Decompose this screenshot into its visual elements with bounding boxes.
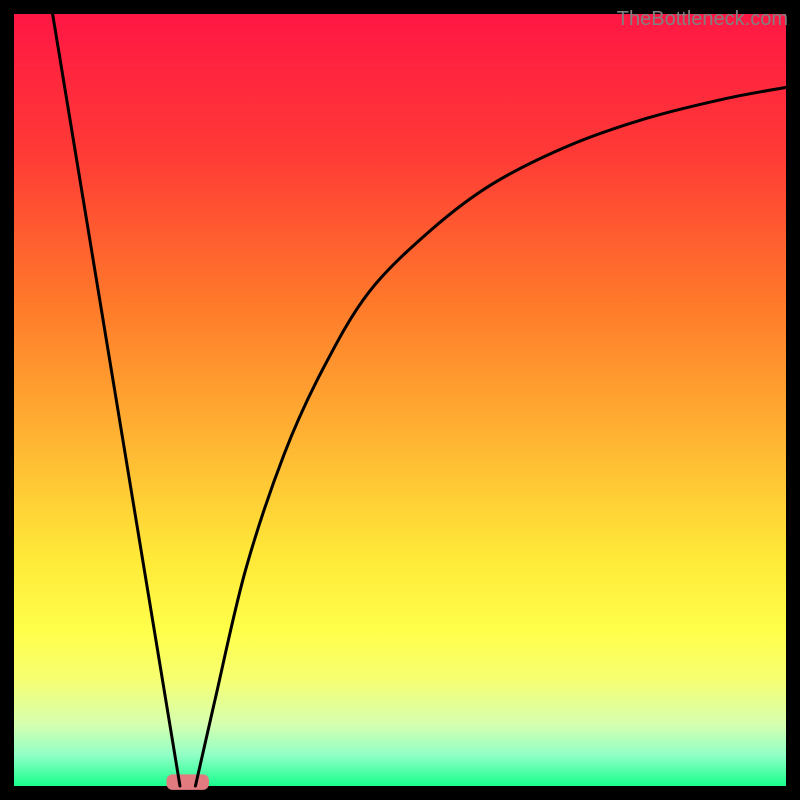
watermark-text: TheBottleneck.com	[617, 8, 788, 31]
chart-svg	[0, 0, 800, 800]
bottleneck-chart: TheBottleneck.com	[0, 0, 800, 800]
